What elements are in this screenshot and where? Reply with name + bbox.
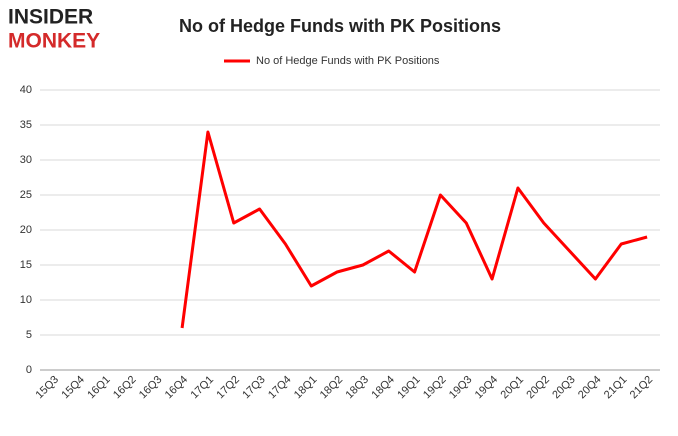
chart-title: No of Hedge Funds with PK Positions: [179, 16, 501, 36]
logo-top: INSIDER: [8, 6, 93, 29]
logo-bottom: MONKEY: [8, 30, 100, 53]
legend-label: No of Hedge Funds with PK Positions: [256, 55, 440, 67]
y-tick-label: 0: [26, 364, 32, 376]
y-tick-label: 30: [20, 154, 32, 166]
y-tick-label: 40: [20, 84, 32, 96]
data-line: [180, 130, 648, 329]
y-tick-label: 10: [20, 294, 32, 306]
y-tick-label: 25: [20, 189, 32, 201]
y-tick-label: 5: [26, 329, 32, 341]
y-tick-label: 35: [20, 119, 32, 131]
y-tick-label: 20: [20, 224, 32, 236]
y-tick-label: 15: [20, 259, 32, 271]
